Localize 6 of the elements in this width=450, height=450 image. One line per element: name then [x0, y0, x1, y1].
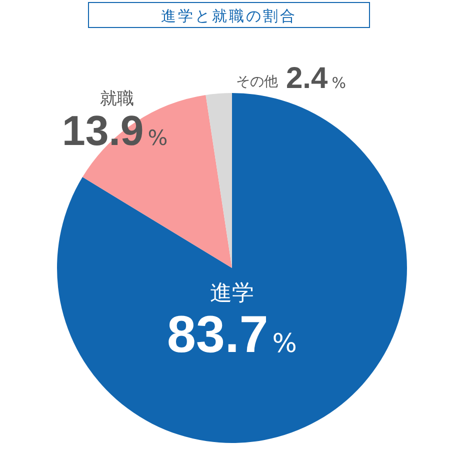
slice-label: その他 — [236, 74, 278, 90]
chart-title: 進学と就職の割合 — [88, 2, 370, 28]
data-label: 2.4% — [286, 62, 346, 95]
data-label: 83.7% — [167, 306, 297, 364]
slice-label: 就職 — [100, 89, 134, 109]
slice-label: 進学 — [210, 281, 254, 306]
